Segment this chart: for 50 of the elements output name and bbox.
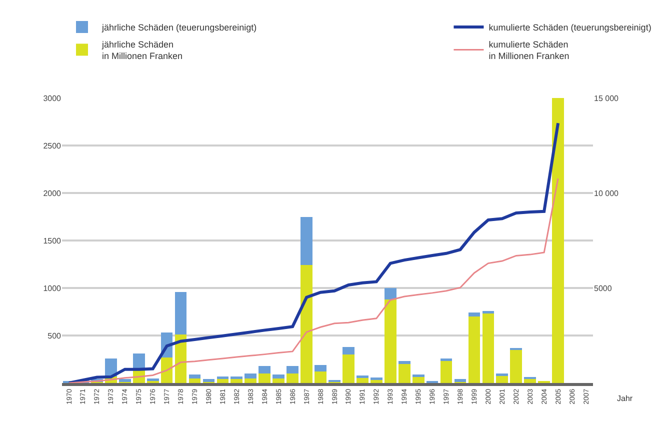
y2-tick-label: 15 000 xyxy=(594,94,620,103)
legend-label: kumulierte Schäden in Millionen Franken xyxy=(488,39,570,62)
y-tick-label: 2000 xyxy=(43,188,62,198)
bar xyxy=(370,377,382,380)
y-tick-label: 500 xyxy=(48,331,62,340)
bar xyxy=(342,354,354,383)
bar xyxy=(300,216,312,266)
bar xyxy=(384,299,396,383)
bar xyxy=(174,292,187,335)
bar xyxy=(398,361,410,364)
y2-tick-label: 5000 xyxy=(594,284,612,293)
bar xyxy=(482,314,494,383)
bar xyxy=(398,364,410,383)
bar xyxy=(244,374,257,378)
bar xyxy=(272,374,285,378)
legend-label: jährliche Schäden in Millionen Franken xyxy=(101,39,183,62)
bar xyxy=(510,350,522,383)
bar xyxy=(356,375,368,378)
bar xyxy=(440,358,452,361)
bar xyxy=(314,372,326,383)
bar xyxy=(258,374,271,383)
bar xyxy=(258,366,271,374)
bar xyxy=(314,364,326,372)
legend-label: jährliche Schäden (teuerungsbereinigt) xyxy=(101,22,257,33)
bar xyxy=(440,360,452,383)
bar xyxy=(188,378,201,383)
bar xyxy=(286,366,298,374)
bar xyxy=(272,378,285,383)
legend-label: kumulierte Schäden (teuerungsbereinigt) xyxy=(488,22,652,33)
bar xyxy=(244,378,257,383)
bar xyxy=(384,288,396,300)
y2-tick-label: 10 000 xyxy=(594,188,620,198)
y-tick-label: 2500 xyxy=(43,141,62,150)
y-tick-label: 1000 xyxy=(43,284,62,293)
y-tick-label: 3000 xyxy=(43,94,62,103)
bar xyxy=(188,374,201,378)
bar xyxy=(230,379,243,383)
x-axis-title: Jahr xyxy=(617,394,633,403)
bar xyxy=(468,312,480,316)
bar xyxy=(412,374,424,377)
bar xyxy=(552,98,564,383)
bar xyxy=(468,316,480,383)
y-tick-label: 1500 xyxy=(43,236,62,246)
bar xyxy=(496,375,508,383)
bar xyxy=(160,357,173,383)
bar xyxy=(300,265,312,383)
bar xyxy=(286,374,298,383)
bar xyxy=(342,346,354,354)
bar xyxy=(412,376,424,383)
bar xyxy=(216,379,229,383)
